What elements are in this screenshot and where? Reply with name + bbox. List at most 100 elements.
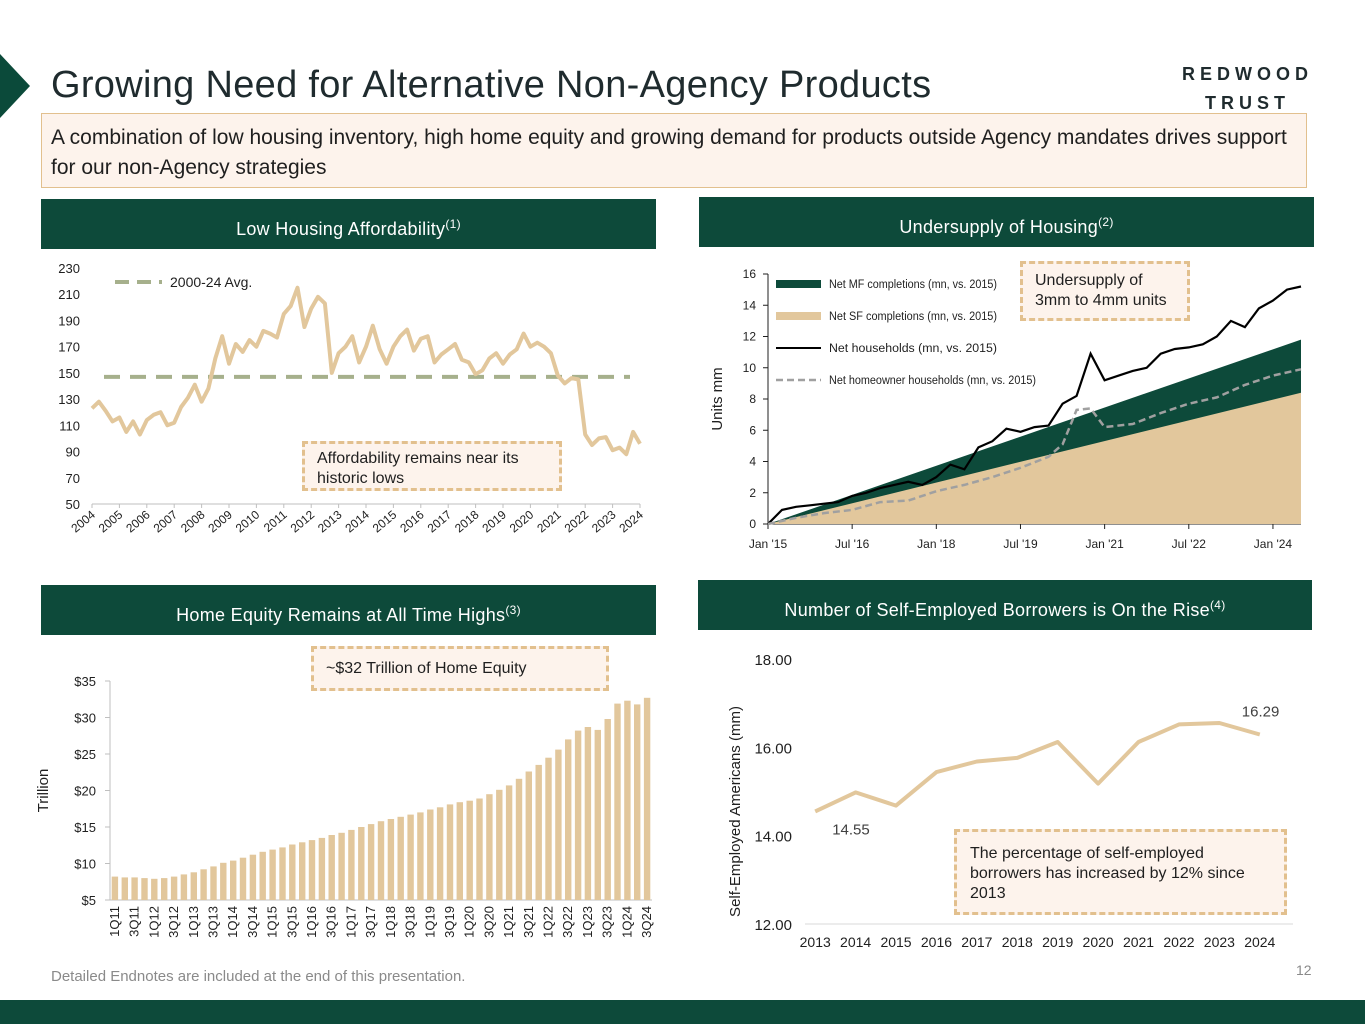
x-tick-label: 1Q12 (146, 906, 161, 938)
x-tick-label: 2009 (205, 507, 235, 535)
equity-bar (565, 739, 572, 900)
x-tick-label: 3Q14 (245, 906, 260, 938)
y-tick-label: 70 (66, 471, 80, 486)
sf-completions-area (768, 392, 1301, 524)
equity-bar (505, 785, 513, 900)
x-tick-label: 1Q21 (501, 906, 516, 938)
equity-bar (555, 749, 562, 900)
x-tick-label: 2017 (425, 507, 455, 535)
x-tick-label: Jan '18 (917, 537, 956, 551)
equity-bar (151, 878, 158, 900)
equity-bar (407, 814, 414, 900)
net-households-line (767, 285, 1302, 525)
panel-title-home-equity: Home Equity Remains at All Time Highs (176, 605, 506, 625)
legend-swatch-sf (776, 312, 821, 320)
equity-bar (466, 800, 473, 900)
equity-bar (289, 844, 296, 900)
panel-header-undersupply: Undersupply of Housing(2) (699, 197, 1314, 247)
x-tick-label: 2016 (921, 934, 952, 950)
y-tick-label: 6 (749, 423, 756, 437)
x-tick-label: 1Q20 (462, 906, 477, 938)
x-tick-label: 2022 (1163, 934, 1194, 950)
y-tick-label: $25 (74, 747, 96, 762)
y-tick-label: 190 (58, 313, 80, 328)
equity-bar (486, 794, 493, 900)
equity-bar (328, 835, 335, 900)
y-tick-label: 230 (58, 261, 80, 276)
y-tick-label: 0 (749, 517, 756, 531)
panel-header-home-equity: Home Equity Remains at All Time Highs(3) (41, 585, 656, 635)
x-tick-label: 2023 (1204, 934, 1235, 950)
legend-swatch-mf (776, 280, 821, 288)
x-tick-label: 2021 (1123, 934, 1154, 950)
x-tick-label: 1Q24 (619, 906, 634, 938)
equity-bar (643, 697, 651, 900)
y-tick-label: 12.00 (754, 917, 792, 934)
footnote-ref-3: (3) (505, 603, 521, 617)
y-tick-label: 90 (66, 445, 80, 460)
y-tick-label: $15 (74, 820, 96, 835)
x-tick-label: 3Q24 (639, 906, 654, 938)
y-tick-label: 50 (66, 497, 80, 512)
x-tick-label: 1Q14 (225, 906, 240, 938)
x-tick-label: 2011 (261, 507, 290, 535)
self-employed-chart: 12.00 14.00 16.00 18.00 Self-Employed Americ… (727, 652, 1293, 950)
equity-bar (210, 866, 217, 900)
x-tick-label: 1Q16 (304, 906, 319, 938)
page-number: 12 (1296, 962, 1312, 978)
logo-line-2: TRUST (1205, 93, 1290, 113)
affordability-series-line (90, 285, 642, 457)
panel-header-affordability: Low Housing Affordability(1) (41, 199, 656, 249)
equity-bar (111, 876, 119, 900)
x-tick-label: 2024 (1244, 934, 1275, 950)
equity-bar (525, 771, 532, 900)
x-tick-label: 2007 (151, 507, 181, 535)
legend-label-average: 2000-24 Avg. (170, 274, 252, 290)
data-label-last: 16.29 (1242, 704, 1280, 721)
y-tick-label: $10 (74, 857, 96, 872)
legend-label: Net SF completions (mn, vs. 2015) (829, 311, 997, 323)
x-tick-label: 3Q16 (324, 906, 339, 938)
equity-bar (121, 877, 128, 900)
endnotes-footnote: Detailed Endnotes are included at the en… (51, 968, 466, 985)
equity-bar (279, 847, 286, 900)
x-tick-label: 2020 (1083, 934, 1114, 950)
equity-bar (308, 840, 316, 900)
home-equity-callout: ~$32 Trillion of Home Equity (311, 646, 609, 691)
x-tick-label: 2018 (452, 507, 482, 535)
x-tick-label: 2024 (616, 507, 646, 535)
panel-title-self-employed: Number of Self-Employed Borrowers is On … (784, 600, 1210, 620)
x-tick-label: 1Q18 (383, 906, 398, 938)
logo-line-1: REDWOOD (1182, 64, 1313, 84)
y-tick-label: 150 (58, 366, 80, 381)
equity-bar (387, 819, 395, 900)
y-tick-label: 16 (743, 267, 757, 281)
equity-bar (230, 860, 237, 900)
y-tick-label: 14 (743, 298, 757, 312)
equity-bar (180, 874, 188, 900)
x-tick-label: 2022 (562, 507, 592, 535)
x-tick-label: 3Q15 (284, 906, 299, 938)
x-tick-label: 2023 (589, 507, 619, 535)
panel-header-self-employed: Number of Self-Employed Borrowers is On … (698, 580, 1312, 630)
x-tick-label: 3Q23 (600, 906, 615, 938)
equity-bar (604, 719, 611, 900)
x-tick-label: Jan '15 (749, 537, 788, 551)
equity-bar (269, 849, 276, 900)
legend-label: Net households (mn, vs. 2015) (829, 343, 997, 355)
y-tick-label: 12 (743, 330, 757, 344)
equity-bar (634, 704, 641, 900)
equity-bar (141, 878, 148, 900)
y-axis-title: Units mm (709, 367, 726, 430)
y-tick-label: $20 (74, 784, 96, 799)
x-tick-label: 1Q15 (265, 906, 280, 938)
x-tick-label: 2016 (397, 507, 427, 535)
x-tick-label: Jul '16 (835, 537, 870, 551)
equity-bar (239, 857, 247, 900)
y-tick-label: 210 (58, 287, 80, 302)
y-tick-label: $5 (82, 893, 96, 908)
x-tick-label: 2018 (1002, 934, 1033, 950)
x-tick-label: 2019 (1042, 934, 1073, 950)
x-tick-label: 2017 (961, 934, 992, 950)
y-tick-label: 14.00 (754, 829, 792, 846)
